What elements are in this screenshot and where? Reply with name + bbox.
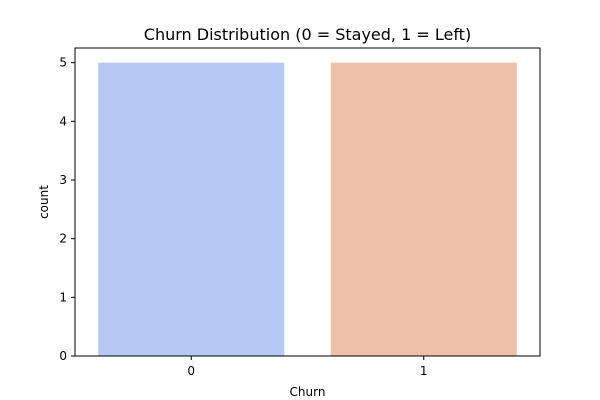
y-tick-label: 2 (59, 232, 67, 246)
bar-0 (98, 62, 285, 357)
y-tick-label: 4 (59, 114, 67, 128)
chart-title: Churn Distribution (0 = Stayed, 1 = Left… (144, 25, 471, 44)
y-tick-label: 5 (59, 56, 67, 70)
y-tick-label: 3 (59, 173, 67, 187)
bar-1 (330, 62, 517, 357)
y-axis-label: count (37, 185, 51, 219)
plot-area-frame (74, 47, 541, 357)
y-tick-label: 1 (59, 290, 67, 304)
x-tick-label: 1 (420, 364, 428, 378)
bars-layer (98, 62, 517, 357)
x-tick-label: 0 (187, 364, 195, 378)
x-axis-label: Churn (290, 385, 326, 399)
y-axis-ticks: 0 1 2 3 4 5 (59, 56, 75, 363)
y-tick-label: 0 (59, 349, 67, 363)
